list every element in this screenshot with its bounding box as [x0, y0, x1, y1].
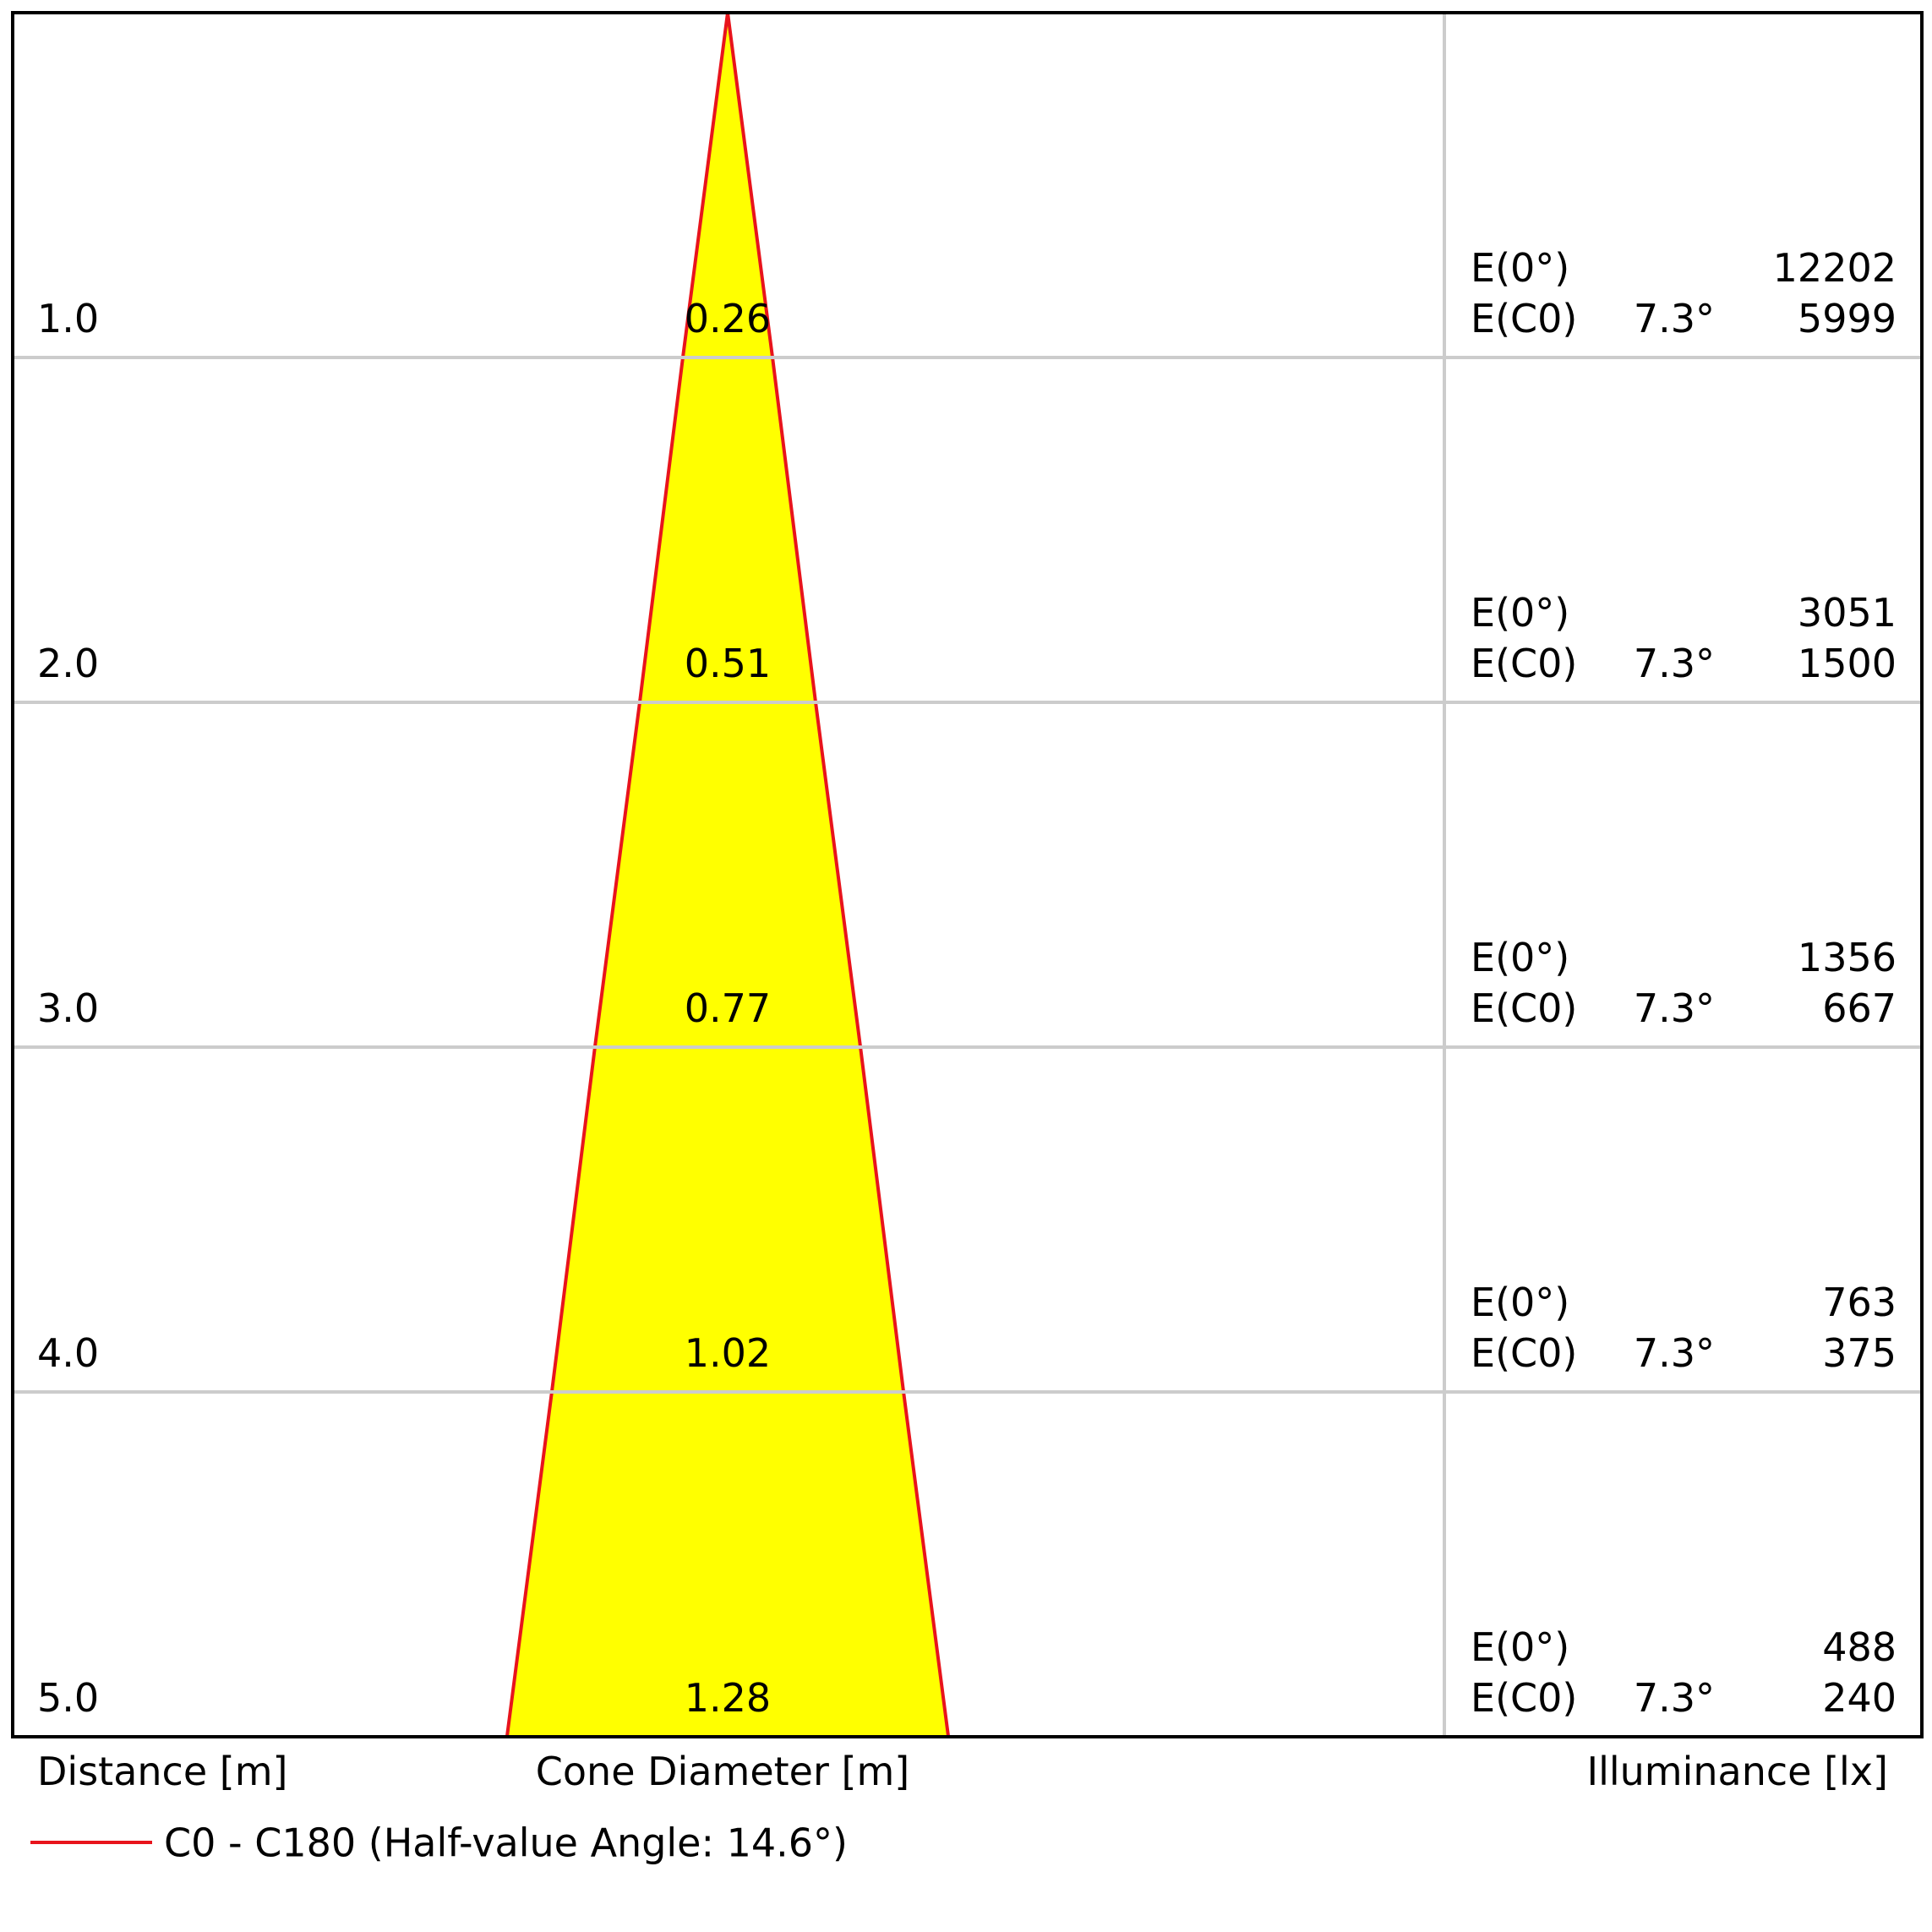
c0-label: E(C0)	[1471, 1330, 1577, 1376]
e-center-value: 12202	[1773, 245, 1897, 291]
cone	[505, 12, 951, 1738]
distance-axis-label: Distance [m]	[37, 1749, 287, 1794]
distance-label: 3.0	[37, 985, 99, 1031]
diameter-label: 1.02	[685, 1330, 771, 1376]
c0-angle: 7.3°	[1634, 296, 1715, 341]
center-label: E(0°)	[1471, 1280, 1569, 1325]
c0-angle: 7.3°	[1634, 985, 1715, 1031]
diameter-axis-label: Cone Diameter [m]	[536, 1749, 909, 1794]
diameter-label: 0.51	[685, 641, 771, 686]
legend-label: C0 - C180 (Half-value Angle: 14.6°)	[164, 1820, 848, 1866]
center-label: E(0°)	[1471, 590, 1569, 636]
center-label: E(0°)	[1471, 935, 1569, 980]
e-center-value: 1356	[1798, 935, 1897, 980]
center-label: E(0°)	[1471, 1624, 1569, 1670]
c0-label: E(C0)	[1471, 985, 1577, 1031]
distance-label: 1.0	[37, 296, 99, 341]
distance-label: 4.0	[37, 1330, 99, 1376]
diameter-label: 0.26	[685, 296, 771, 341]
c0-angle: 7.3°	[1634, 1330, 1715, 1376]
e-center-value: 488	[1822, 1624, 1897, 1670]
e-c0-value: 5999	[1798, 296, 1897, 341]
c0-label: E(C0)	[1471, 296, 1577, 341]
e-c0-value: 667	[1822, 985, 1897, 1031]
frame	[11, 11, 1924, 1738]
distance-label: 5.0	[37, 1675, 99, 1721]
e-c0-value: 375	[1822, 1330, 1897, 1376]
e-center-value: 763	[1822, 1280, 1897, 1325]
diameter-label: 0.77	[685, 985, 771, 1031]
diameter-label: 1.28	[685, 1675, 771, 1721]
illuminance-axis-label: Illuminance [lx]	[1587, 1749, 1888, 1794]
c0-label: E(C0)	[1471, 641, 1577, 686]
c0-angle: 7.3°	[1634, 641, 1715, 686]
c0-label: E(C0)	[1471, 1675, 1577, 1721]
c0-angle: 7.3°	[1634, 1675, 1715, 1721]
e-c0-value: 1500	[1798, 641, 1897, 686]
e-center-value: 3051	[1798, 590, 1897, 636]
center-label: E(0°)	[1471, 245, 1569, 291]
e-c0-value: 240	[1822, 1675, 1897, 1721]
distance-label: 2.0	[37, 641, 99, 686]
